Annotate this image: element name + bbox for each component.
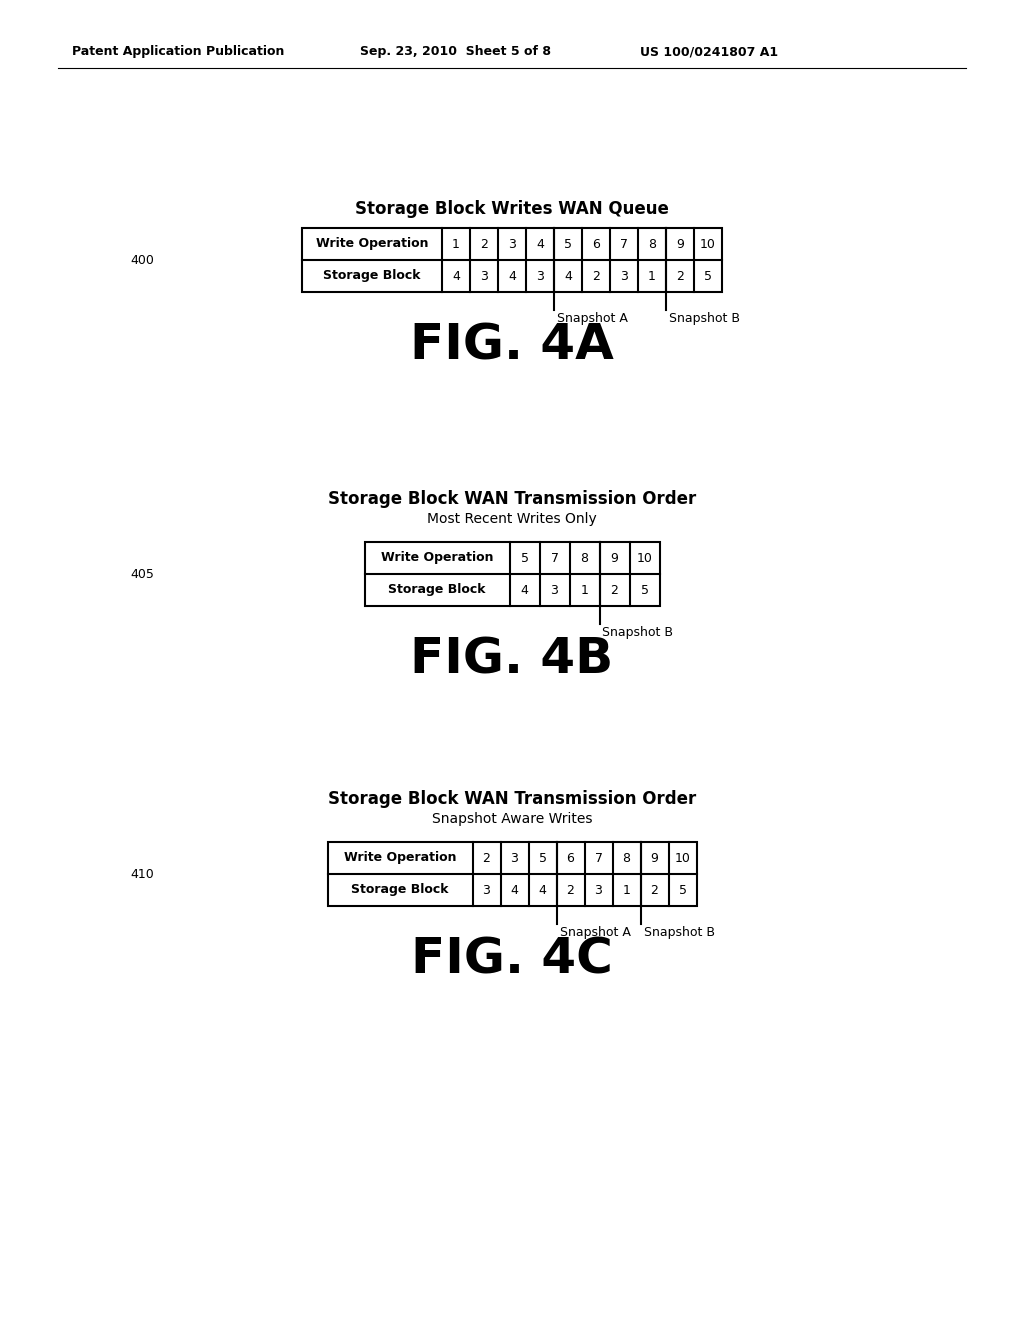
Text: 2: 2 — [592, 269, 600, 282]
Text: Sep. 23, 2010  Sheet 5 of 8: Sep. 23, 2010 Sheet 5 of 8 — [360, 45, 551, 58]
Text: 3: 3 — [508, 238, 516, 251]
Text: 7: 7 — [620, 238, 628, 251]
Text: 3: 3 — [595, 883, 602, 896]
Text: Patent Application Publication: Patent Application Publication — [72, 45, 285, 58]
Text: 2: 2 — [676, 269, 684, 282]
Text: Snapshot Aware Writes: Snapshot Aware Writes — [432, 812, 592, 826]
Text: 6: 6 — [592, 238, 600, 251]
Text: 4: 4 — [511, 883, 518, 896]
Text: 4: 4 — [539, 883, 547, 896]
Text: 10: 10 — [675, 851, 690, 865]
Text: 405: 405 — [130, 568, 154, 581]
Text: 5: 5 — [539, 851, 547, 865]
Text: 1: 1 — [623, 883, 631, 896]
Text: Storage Block: Storage Block — [388, 583, 485, 597]
Text: 9: 9 — [650, 851, 658, 865]
Text: 5: 5 — [705, 269, 712, 282]
Text: 7: 7 — [551, 552, 558, 565]
Text: 8: 8 — [623, 851, 631, 865]
Text: 8: 8 — [648, 238, 656, 251]
Text: 1: 1 — [648, 269, 656, 282]
Text: 2: 2 — [482, 851, 490, 865]
Text: Storage Block: Storage Block — [324, 269, 421, 282]
Text: Write Operation: Write Operation — [315, 238, 428, 251]
Text: 4: 4 — [520, 583, 528, 597]
Bar — [365, 543, 659, 606]
Text: 2: 2 — [610, 583, 618, 597]
Text: Storage Block WAN Transmission Order: Storage Block WAN Transmission Order — [328, 789, 696, 808]
Bar — [302, 228, 722, 292]
Text: 2: 2 — [650, 883, 658, 896]
Text: Storage Block WAN Transmission Order: Storage Block WAN Transmission Order — [328, 490, 696, 508]
Text: 3: 3 — [511, 851, 518, 865]
Text: FIG. 4C: FIG. 4C — [411, 936, 613, 983]
Text: 1: 1 — [581, 583, 589, 597]
Text: Write Operation: Write Operation — [381, 552, 494, 565]
Text: Write Operation: Write Operation — [344, 851, 457, 865]
Text: 3: 3 — [482, 883, 490, 896]
Text: 10: 10 — [700, 238, 716, 251]
Text: 1: 1 — [452, 238, 460, 251]
Text: 9: 9 — [610, 552, 618, 565]
Text: Most Recent Writes Only: Most Recent Writes Only — [427, 512, 597, 525]
Text: 3: 3 — [551, 583, 558, 597]
Text: 5: 5 — [679, 883, 686, 896]
Text: US 100/0241807 A1: US 100/0241807 A1 — [640, 45, 778, 58]
Text: 6: 6 — [566, 851, 574, 865]
Text: Storage Block Writes WAN Queue: Storage Block Writes WAN Queue — [355, 201, 669, 218]
Text: 400: 400 — [130, 253, 154, 267]
Text: Snapshot B: Snapshot B — [602, 626, 674, 639]
Text: Snapshot B: Snapshot B — [669, 312, 740, 325]
Text: 2: 2 — [566, 883, 574, 896]
Text: 3: 3 — [621, 269, 628, 282]
Text: 3: 3 — [536, 269, 544, 282]
Text: Snapshot B: Snapshot B — [643, 927, 715, 939]
Text: Snapshot A: Snapshot A — [559, 927, 631, 939]
Text: Storage Block: Storage Block — [351, 883, 449, 896]
Text: 10: 10 — [637, 552, 652, 565]
Text: 8: 8 — [581, 552, 589, 565]
Bar — [328, 842, 696, 906]
Text: 4: 4 — [508, 269, 516, 282]
Text: FIG. 4B: FIG. 4B — [411, 636, 613, 684]
Text: 9: 9 — [676, 238, 684, 251]
Text: 2: 2 — [480, 238, 488, 251]
Text: FIG. 4A: FIG. 4A — [410, 322, 614, 370]
Text: 410: 410 — [130, 867, 154, 880]
Text: 5: 5 — [520, 552, 528, 565]
Text: 4: 4 — [536, 238, 544, 251]
Text: 3: 3 — [480, 269, 488, 282]
Text: 5: 5 — [640, 583, 648, 597]
Text: 5: 5 — [564, 238, 572, 251]
Text: 4: 4 — [564, 269, 572, 282]
Text: 4: 4 — [452, 269, 460, 282]
Text: 7: 7 — [595, 851, 602, 865]
Text: Snapshot A: Snapshot A — [557, 312, 628, 325]
